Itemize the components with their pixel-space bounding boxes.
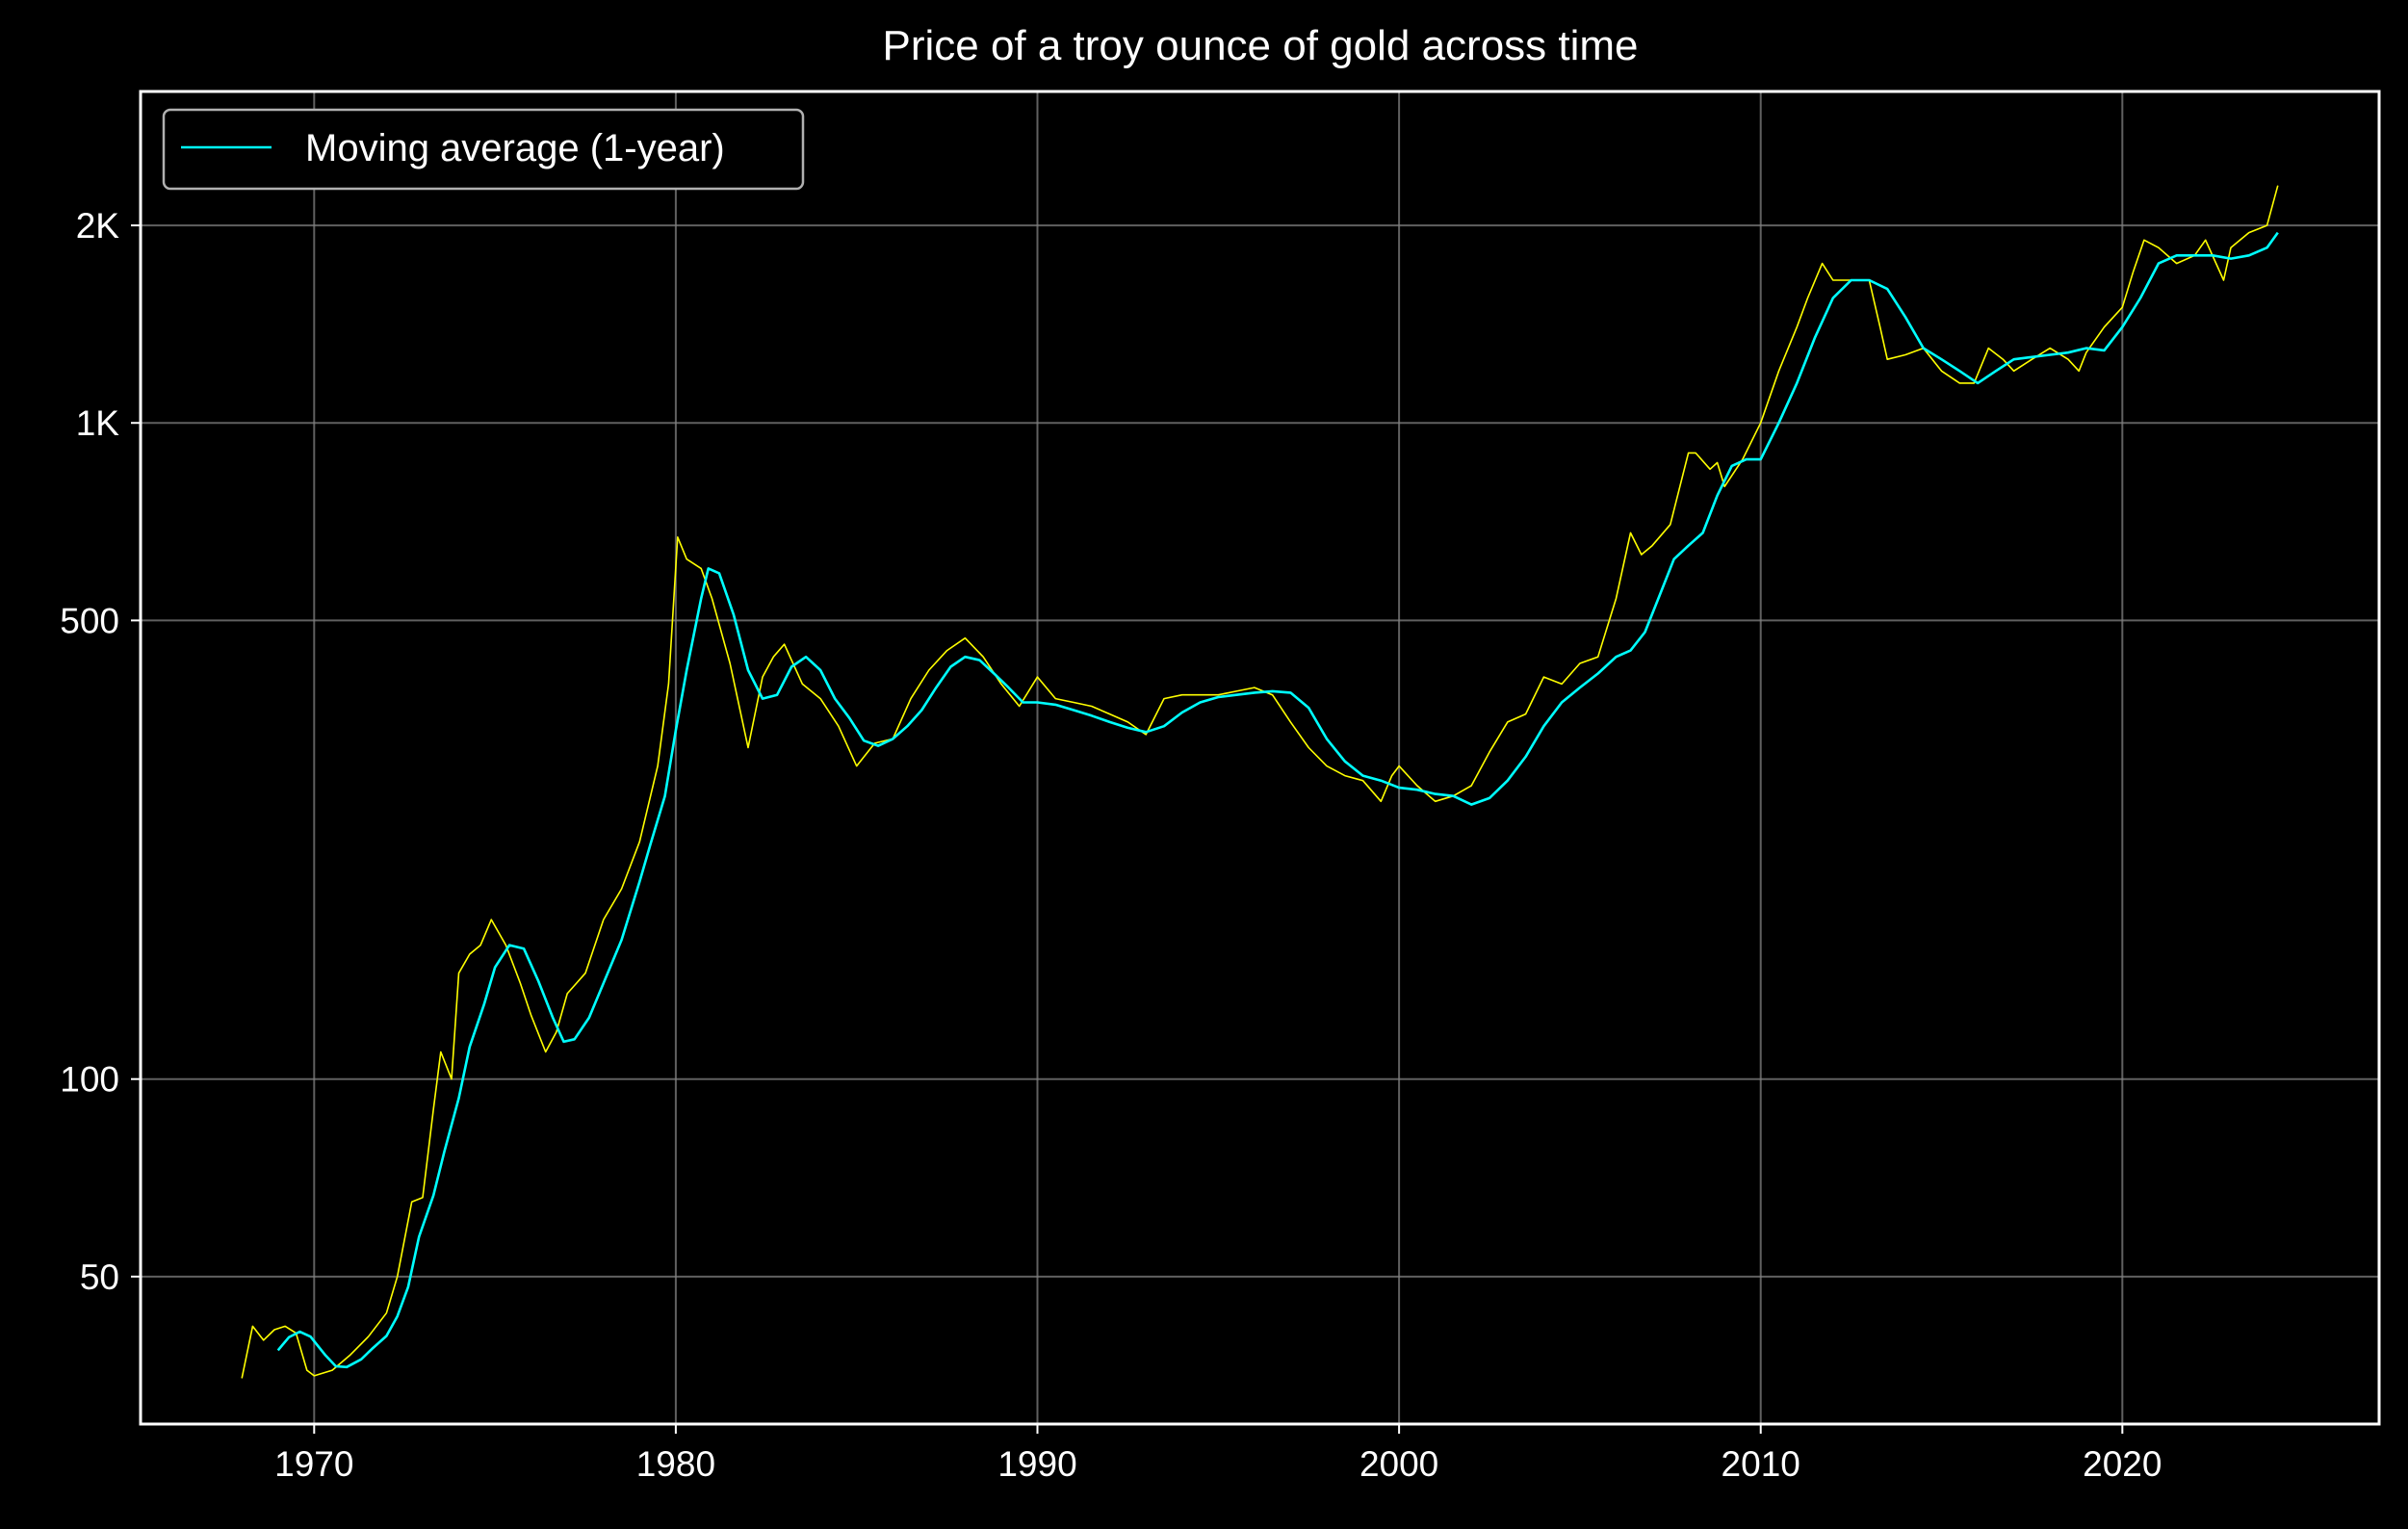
y-tick-label: 1K [76,403,120,443]
series-group [241,185,2279,1379]
legend-box [162,108,805,191]
x-tick-label: 2020 [2083,1444,2162,1484]
y-tick-label: 500 [60,601,119,640]
y-tick-label: 100 [60,1060,119,1100]
x-tick-label: 1970 [274,1444,353,1484]
moving-average-line [276,231,2279,1369]
grid-lines [141,91,2379,1424]
x-tick-label: 2010 [1722,1444,1800,1484]
x-tick-label: 2000 [1359,1444,1438,1484]
y-axis: 50 100 500 1K 2K [60,206,141,1297]
legend: Moving average (1-year) [162,108,805,191]
x-tick-label: 1990 [997,1444,1076,1484]
plot-frame [139,90,2381,1426]
x-axis: 1970 1980 1990 2000 2010 2020 [274,1424,2162,1484]
chart-title: Price of a troy ounce of gold across tim… [882,22,1638,69]
y-tick-label: 2K [76,206,120,246]
price-line [241,185,2279,1379]
y-tick-label: 50 [80,1257,119,1297]
legend-moving-average-label: Moving average (1-year) [305,127,725,169]
x-tick-label: 1980 [636,1444,715,1484]
